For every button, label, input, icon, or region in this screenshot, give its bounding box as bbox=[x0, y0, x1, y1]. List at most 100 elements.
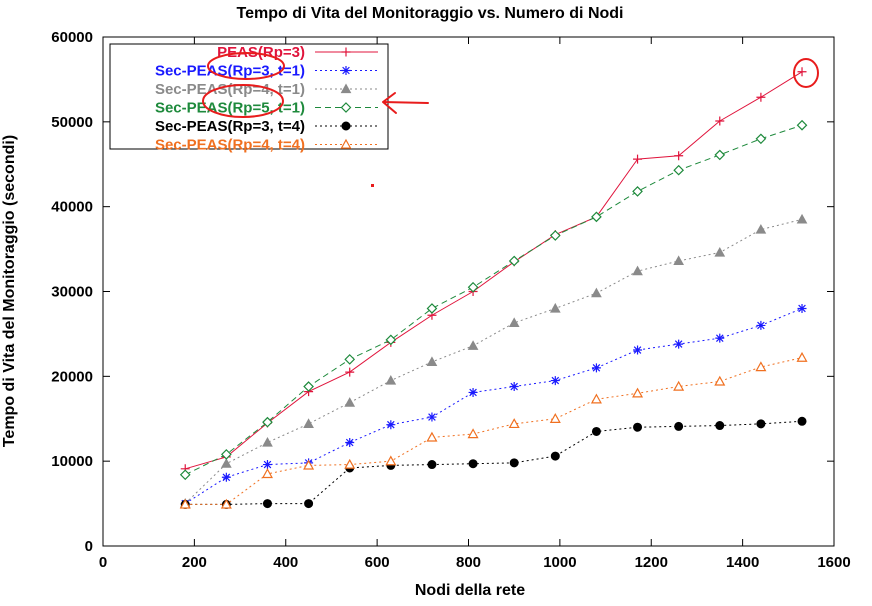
series-line bbox=[184, 308, 803, 505]
data-point bbox=[426, 356, 438, 367]
data-point bbox=[344, 354, 356, 365]
series-line bbox=[184, 218, 803, 504]
series-line bbox=[185, 71, 803, 470]
data-point bbox=[550, 376, 560, 386]
legend-marker bbox=[341, 121, 351, 131]
data-point bbox=[385, 334, 397, 346]
highlight-circle bbox=[202, 84, 284, 118]
chart-title: Tempo di Vita del Monitoraggio vs. Numer… bbox=[237, 5, 624, 22]
data-point bbox=[755, 361, 767, 372]
arrow-icon bbox=[382, 92, 429, 114]
data-point bbox=[714, 246, 726, 257]
series-5 bbox=[180, 416, 807, 509]
legend-label: Sec-PEAS(Rp=4, t=1) bbox=[155, 81, 305, 98]
data-point bbox=[550, 451, 560, 461]
data-point bbox=[221, 449, 232, 460]
y-tick-label: 0 bbox=[85, 538, 93, 555]
data-point bbox=[755, 133, 767, 145]
data-point bbox=[303, 381, 314, 392]
data-point bbox=[426, 431, 438, 442]
series-4 bbox=[179, 119, 808, 481]
data-point bbox=[549, 302, 561, 313]
data-point bbox=[262, 436, 273, 447]
data-point bbox=[673, 380, 685, 391]
y-tick-label: 10000 bbox=[51, 453, 93, 470]
data-point bbox=[508, 317, 520, 327]
data-point bbox=[221, 458, 232, 468]
legend-marker bbox=[340, 102, 352, 113]
data-point bbox=[591, 426, 601, 436]
x-tick-label: 1400 bbox=[726, 554, 759, 571]
legend-label: PEAS(Rp=3) bbox=[217, 44, 305, 61]
data-point bbox=[756, 419, 766, 429]
legend-marker bbox=[341, 47, 351, 57]
data-point bbox=[796, 351, 808, 362]
y-tick-label: 40000 bbox=[51, 199, 93, 216]
data-point bbox=[756, 320, 766, 330]
x-tick-label: 800 bbox=[456, 554, 481, 571]
data-point bbox=[756, 92, 766, 102]
data-point bbox=[715, 421, 725, 431]
data-point bbox=[715, 116, 725, 126]
x-tick-label: 1600 bbox=[817, 554, 850, 571]
data-point bbox=[673, 255, 685, 266]
data-point bbox=[427, 460, 437, 470]
x-tick-label: 200 bbox=[182, 554, 207, 571]
series-6 bbox=[179, 351, 808, 509]
data-point bbox=[633, 422, 643, 432]
data-point bbox=[797, 416, 807, 426]
data-point bbox=[303, 459, 315, 470]
data-point bbox=[345, 367, 355, 377]
legend-label: Sec-PEAS(Rp=3, t=4) bbox=[155, 118, 305, 135]
data-point bbox=[427, 412, 437, 422]
y-axis-title: Tempo di Vita del Monitoraggio (secondi) bbox=[1, 135, 18, 447]
data-point bbox=[590, 393, 602, 404]
data-point bbox=[179, 498, 191, 509]
data-point bbox=[632, 387, 644, 398]
data-point bbox=[549, 413, 561, 423]
data-point bbox=[344, 397, 356, 407]
data-point bbox=[262, 460, 272, 470]
data-point bbox=[508, 418, 520, 429]
highlight-circle bbox=[793, 58, 819, 88]
legend-marker bbox=[340, 83, 352, 94]
legend-box bbox=[109, 43, 389, 150]
data-point bbox=[796, 119, 808, 131]
series-layer bbox=[179, 67, 808, 509]
x-axis-title: Nodi della rete bbox=[415, 582, 525, 599]
y-tick-label: 50000 bbox=[51, 114, 93, 131]
data-point bbox=[633, 345, 643, 355]
series-line bbox=[185, 357, 803, 505]
data-point bbox=[591, 287, 602, 298]
data-point bbox=[467, 428, 479, 439]
data-point bbox=[632, 265, 643, 276]
y-tick-label: 60000 bbox=[51, 29, 93, 46]
highlight-circle bbox=[207, 52, 285, 80]
x-tick-label: 0 bbox=[99, 554, 107, 571]
legend-marker bbox=[340, 138, 352, 149]
data-point bbox=[509, 458, 519, 468]
data-point bbox=[797, 303, 807, 313]
data-point bbox=[755, 224, 767, 234]
data-point bbox=[591, 211, 602, 223]
data-point bbox=[262, 499, 272, 509]
data-point bbox=[714, 375, 726, 386]
data-point bbox=[549, 230, 561, 241]
legend-marker bbox=[341, 66, 351, 75]
data-point bbox=[467, 340, 479, 350]
series-3 bbox=[179, 213, 808, 508]
data-point bbox=[220, 498, 232, 509]
data-point bbox=[385, 455, 397, 466]
data-point bbox=[426, 303, 438, 314]
data-point bbox=[303, 418, 314, 428]
x-tick-label: 1000 bbox=[543, 554, 576, 571]
data-point bbox=[714, 149, 726, 161]
data-point bbox=[179, 469, 191, 481]
legend-label: Sec-PEAS(Rp=3, t=1) bbox=[155, 63, 305, 80]
annotation-layer bbox=[202, 52, 819, 187]
legend: PEAS(Rp=3)Sec-PEAS(Rp=3, t=1)Sec-PEAS(Rp… bbox=[109, 43, 389, 154]
data-point bbox=[673, 164, 685, 176]
data-point bbox=[262, 416, 273, 428]
data-point bbox=[467, 281, 479, 293]
